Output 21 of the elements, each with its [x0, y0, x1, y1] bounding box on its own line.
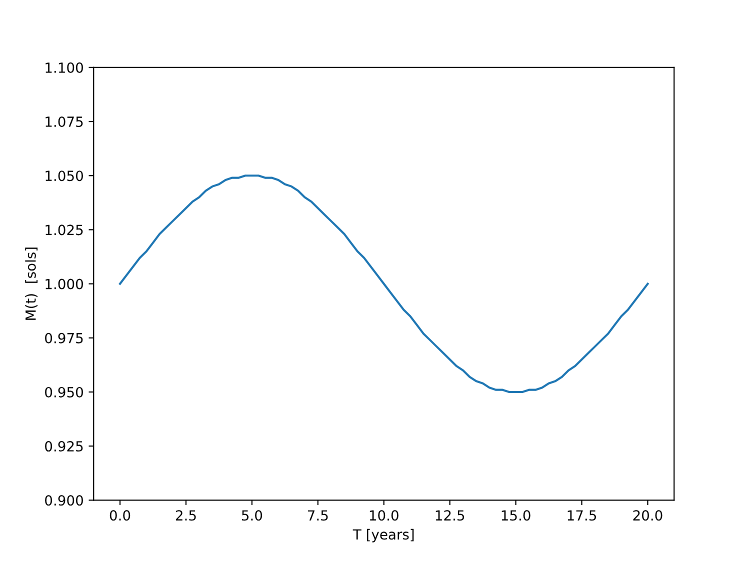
y-tick-label: 1.025 [46, 224, 83, 236]
x-tick-label: 15.0 [502, 510, 530, 521]
x-tick-label: 17.5 [568, 510, 596, 521]
x-tick-label: 0.0 [110, 510, 130, 521]
y-tick-label: 1.050 [46, 170, 83, 182]
x-tick-label: 12.5 [436, 510, 464, 521]
x-axis-title: T [years] [352, 528, 414, 542]
x-tick-label: 7.5 [308, 510, 328, 521]
y-tick-label: 1.000 [46, 278, 83, 290]
y-tick-label: 1.100 [46, 62, 83, 73]
y-tick-label: 0.925 [45, 441, 83, 452]
y-tick-label: 0.950 [45, 386, 83, 398]
y-axis-title: M(t) [sols] [25, 248, 38, 320]
x-tick-label: 10.0 [370, 510, 398, 521]
x-tick-label: 5.0 [242, 510, 262, 521]
x-tick-label: 2.5 [176, 510, 196, 521]
y-tick-label: 0.900 [45, 495, 83, 506]
line-series [118, 174, 649, 394]
y-tick-label: 0.975 [45, 332, 83, 344]
x-tick-label: 20.0 [633, 510, 662, 521]
y-tick-label: 1.075 [46, 116, 83, 128]
